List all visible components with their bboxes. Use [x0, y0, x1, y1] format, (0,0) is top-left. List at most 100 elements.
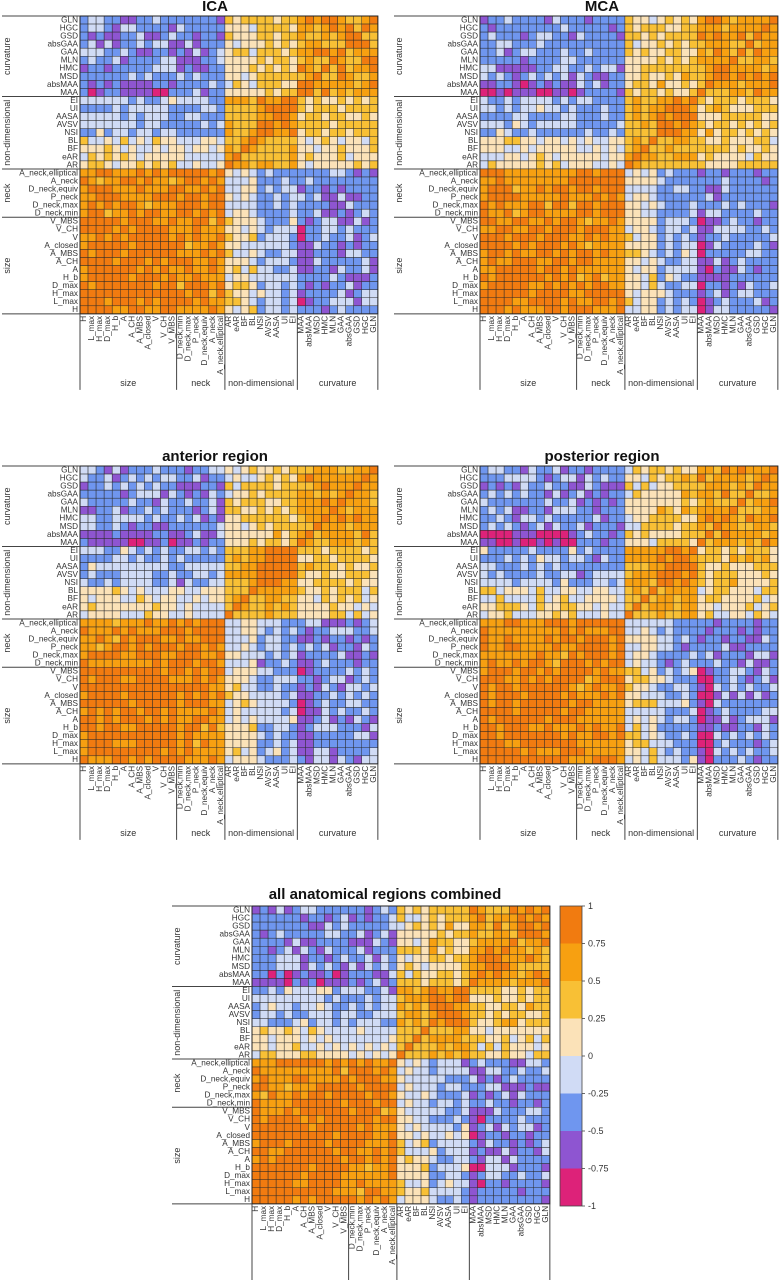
- heatmap-cell: [136, 546, 145, 555]
- heatmap-cell: [87, 217, 97, 226]
- heatmap-cell: [689, 497, 698, 507]
- heatmap-cell: [705, 176, 714, 186]
- heatmap-cell: [184, 538, 193, 547]
- y-group-label: non-dimensional: [2, 550, 12, 616]
- heatmap-cell: [160, 241, 169, 250]
- heatmap-cell: [729, 289, 738, 299]
- heatmap-cell: [152, 465, 161, 475]
- heatmap-cell: [544, 47, 553, 57]
- heatmap-cell: [160, 626, 169, 636]
- heatmap-cell: [136, 658, 145, 668]
- heatmap-cell: [232, 217, 242, 226]
- heatmap-cell: [289, 618, 298, 628]
- heatmap-cell: [168, 80, 177, 89]
- heatmap-cell: [369, 88, 379, 97]
- heatmap-cell: [689, 152, 698, 162]
- heatmap-cell: [136, 184, 145, 194]
- heatmap-cell: [721, 225, 730, 234]
- heatmap-cell: [248, 47, 258, 57]
- heatmap-cell: [753, 530, 763, 539]
- heatmap-cell: [369, 152, 379, 162]
- heatmap-cell: [168, 731, 177, 740]
- heatmap-cell: [152, 554, 161, 563]
- heatmap-cell: [305, 168, 314, 178]
- heatmap-cell: [240, 667, 250, 676]
- heatmap-cell: [200, 658, 210, 668]
- heatmap-cell: [184, 23, 193, 33]
- heatmap-cell: [128, 297, 137, 307]
- heatmap-cell: [256, 546, 266, 555]
- heatmap-cell: [329, 176, 338, 186]
- heatmap-cell: [648, 522, 658, 531]
- heatmap-cell: [305, 586, 314, 596]
- heatmap-cell: [345, 634, 354, 644]
- heatmap-cell: [632, 305, 642, 315]
- heatmap-cell: [528, 241, 537, 250]
- heatmap-cell: [321, 184, 330, 194]
- heatmap-cell: [713, 144, 722, 154]
- heatmap-cell: [289, 562, 298, 571]
- heatmap-cell: [697, 160, 706, 170]
- heatmap-cell: [79, 72, 89, 81]
- heatmap-cell: [103, 578, 113, 587]
- heatmap-cell: [705, 64, 714, 73]
- heatmap-cell: [224, 522, 234, 531]
- heatmap-cell: [103, 699, 113, 708]
- heatmap-cell: [95, 626, 105, 636]
- heatmap-cell: [248, 586, 258, 596]
- x-group-label: size: [520, 378, 536, 388]
- heatmap-cell: [95, 715, 105, 724]
- heatmap-cell: [264, 610, 274, 620]
- heatmap-cell: [552, 176, 561, 186]
- heatmap-cell: [192, 723, 201, 732]
- heatmap-cell: [689, 23, 698, 33]
- heatmap-cell: [503, 249, 513, 258]
- heatmap-cell: [176, 723, 185, 732]
- heatmap-cell: [248, 200, 258, 210]
- heatmap-cell: [721, 481, 730, 491]
- heatmap-cell: [224, 80, 234, 89]
- heatmap-cell: [103, 634, 113, 644]
- heatmap-cell: [192, 626, 201, 636]
- heatmap-cell: [600, 128, 610, 137]
- heatmap-cell: [272, 112, 282, 121]
- heatmap-cell: [111, 72, 121, 81]
- heatmap-cell: [128, 530, 137, 539]
- heatmap-cell: [345, 602, 354, 612]
- y-tick-label: L_max: [53, 747, 78, 756]
- heatmap-cell: [528, 546, 537, 555]
- heatmap-cell: [528, 96, 537, 105]
- heatmap-cell: [552, 241, 561, 250]
- heatmap-cell: [128, 522, 137, 531]
- heatmap-cell: [87, 473, 97, 483]
- heatmap-cell: [552, 96, 561, 105]
- heatmap-cell: [345, 667, 354, 676]
- y-tick-label: P_neck: [51, 193, 79, 202]
- heatmap-cell: [576, 136, 585, 146]
- heatmap-cell: [216, 634, 226, 644]
- heatmap-cell: [329, 667, 338, 676]
- heatmap-cell: [745, 208, 754, 218]
- heatmap-cell: [232, 586, 242, 596]
- heatmap-cell: [568, 217, 577, 226]
- heatmap-cell: [216, 257, 226, 266]
- heatmap-cell: [120, 530, 129, 539]
- heatmap-cell: [705, 538, 714, 547]
- heatmap-cell: [224, 233, 234, 242]
- heatmap-cell: [584, 72, 593, 81]
- heatmap-cell: [103, 160, 113, 170]
- heatmap-cell: [672, 64, 682, 73]
- x-tick-label: MSD: [312, 766, 321, 784]
- heatmap-cell: [248, 497, 258, 507]
- heatmap-cell: [256, 96, 266, 105]
- heatmap-cell: [321, 715, 330, 724]
- heatmap-cell: [503, 56, 513, 65]
- heatmap-cell: [103, 233, 113, 242]
- heatmap-cell: [232, 241, 242, 250]
- heatmap-cell: [369, 80, 379, 89]
- heatmap-cell: [664, 554, 674, 563]
- heatmap-cell: [216, 650, 226, 660]
- heatmap-cell: [689, 465, 698, 475]
- heatmap-cell: [656, 562, 666, 571]
- heatmap-cell: [240, 136, 250, 146]
